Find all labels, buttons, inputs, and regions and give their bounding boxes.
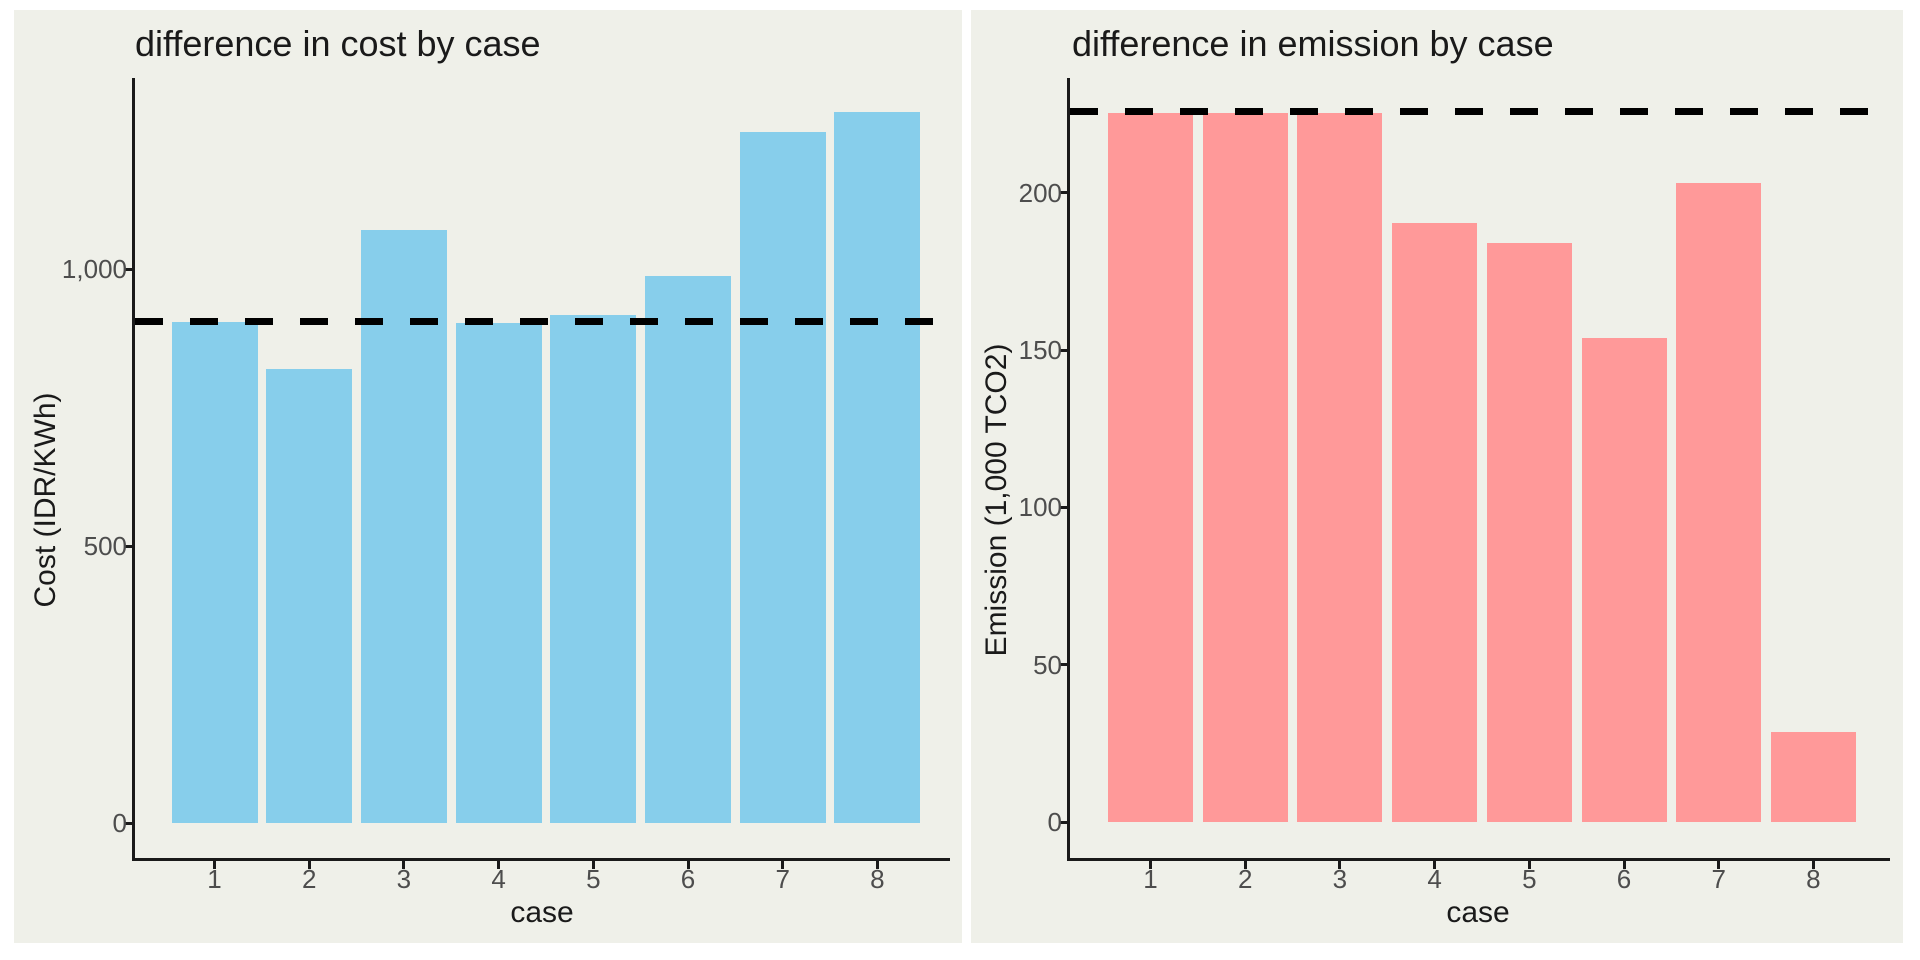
bar-case-4 bbox=[1392, 222, 1478, 822]
y-tick-label: 0 bbox=[1047, 807, 1062, 837]
emission-x-axis-label: case bbox=[1446, 896, 1510, 929]
x-tick-label: 2 bbox=[301, 864, 317, 894]
bar-case-5 bbox=[550, 315, 637, 823]
x-tick bbox=[1527, 861, 1531, 869]
x-tick bbox=[307, 861, 311, 869]
x-tick-label: 5 bbox=[586, 864, 601, 894]
x-tick-label: 5 bbox=[1522, 864, 1537, 894]
y-axis-line bbox=[132, 78, 135, 861]
bar-case-2 bbox=[1202, 112, 1288, 822]
y-tick bbox=[1059, 663, 1067, 667]
bar-case-8 bbox=[834, 112, 921, 823]
y-tick bbox=[124, 821, 132, 825]
dashed-reference-line bbox=[135, 318, 950, 326]
bar-case-3 bbox=[1297, 112, 1383, 822]
x-tick bbox=[686, 861, 690, 869]
bar-case-7 bbox=[1676, 183, 1762, 822]
x-tick bbox=[1433, 861, 1437, 869]
y-tick-label: 200 bbox=[1018, 177, 1062, 208]
x-tick bbox=[1717, 861, 1721, 869]
bar-case-3 bbox=[360, 230, 447, 823]
y-tick bbox=[124, 544, 132, 548]
cost-chart-title: difference in cost by case bbox=[135, 23, 541, 64]
x-tick bbox=[1149, 861, 1152, 869]
x-tick-label: 3 bbox=[1332, 864, 1348, 894]
bar-case-6 bbox=[645, 276, 731, 823]
y-tick bbox=[1059, 191, 1067, 195]
x-tick bbox=[1811, 861, 1815, 869]
y-tick-label: 1,000 bbox=[61, 254, 127, 285]
x-tick-label: 8 bbox=[870, 864, 885, 894]
y-tick bbox=[1059, 348, 1067, 352]
x-tick bbox=[1243, 861, 1247, 869]
dashed-reference-line bbox=[1070, 107, 1890, 115]
x-tick bbox=[781, 861, 785, 869]
x-tick bbox=[1622, 861, 1626, 869]
y-tick-label: 0 bbox=[112, 808, 127, 838]
bar-case-1 bbox=[171, 321, 258, 823]
x-tick bbox=[875, 861, 879, 869]
x-axis-line bbox=[132, 858, 950, 861]
bar-case-4 bbox=[455, 323, 542, 823]
x-tick bbox=[497, 861, 501, 869]
x-tick-label: 7 bbox=[1711, 864, 1726, 894]
bar-case-7 bbox=[739, 132, 826, 823]
bar-case-2 bbox=[266, 369, 353, 823]
y-tick bbox=[1059, 505, 1067, 509]
x-tick-label: 8 bbox=[1806, 864, 1821, 894]
y-tick-label: 100 bbox=[1018, 492, 1062, 523]
x-tick-label: 3 bbox=[396, 864, 412, 894]
bar-case-6 bbox=[1581, 337, 1667, 822]
x-tick-label: 7 bbox=[775, 864, 790, 894]
x-tick-label: 4 bbox=[1427, 864, 1442, 894]
y-tick bbox=[1059, 820, 1067, 824]
y-tick-label: 150 bbox=[1018, 335, 1062, 366]
y-tick-label: 500 bbox=[83, 531, 127, 562]
x-tick bbox=[402, 861, 406, 869]
x-tick-label: 4 bbox=[491, 864, 506, 894]
x-tick-label: 6 bbox=[1616, 864, 1632, 894]
x-tick-label: 1 bbox=[1143, 864, 1158, 894]
x-tick-label: 1 bbox=[207, 864, 222, 894]
emission-chart-title: difference in emission by case bbox=[1072, 23, 1554, 64]
y-axis-line bbox=[1067, 78, 1070, 861]
bar-case-1 bbox=[1108, 112, 1193, 822]
x-tick-label: 6 bbox=[680, 864, 696, 894]
y-tick-label: 50 bbox=[1033, 649, 1062, 680]
x-axis-line bbox=[1067, 858, 1890, 861]
y-tick bbox=[124, 267, 132, 271]
cost-y-axis-label: Cost (IDR/KWh) bbox=[29, 392, 62, 608]
bar-case-8 bbox=[1770, 732, 1856, 822]
bar-case-5 bbox=[1486, 243, 1572, 822]
x-tick-label: 2 bbox=[1237, 864, 1253, 894]
x-tick bbox=[1338, 861, 1342, 869]
x-tick bbox=[213, 861, 216, 869]
cost-x-axis-label: case bbox=[510, 896, 574, 929]
x-tick bbox=[591, 861, 595, 869]
